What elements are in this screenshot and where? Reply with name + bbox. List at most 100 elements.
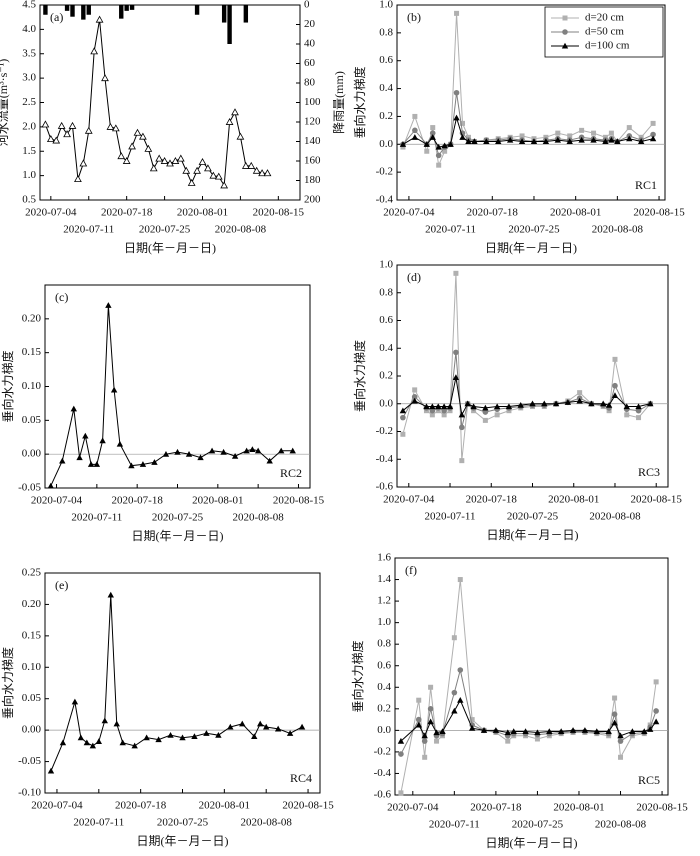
marker — [76, 454, 83, 461]
marker — [650, 131, 656, 138]
y-tick-label: 1.0 — [22, 169, 36, 181]
x-tick-label: 2020-08-08 — [241, 817, 293, 829]
marker — [113, 720, 120, 727]
marker — [101, 74, 109, 82]
x-tick-label: 2020-07-04 — [31, 800, 83, 812]
marker — [446, 403, 454, 410]
marker — [578, 136, 585, 143]
y-tick-label: 2.0 — [22, 120, 36, 132]
y-tick-label: -0.05 — [18, 482, 41, 494]
marker — [626, 125, 632, 131]
marker — [429, 412, 435, 418]
y-tick-label: 0.0 — [379, 138, 393, 150]
y-tick-label: 0.8 — [379, 286, 393, 298]
y-tick-label: -0.2 — [376, 425, 393, 437]
marker — [453, 114, 460, 121]
x-tick-label: 2020-08-01 — [199, 800, 250, 812]
marker — [611, 711, 618, 718]
x-tick-label: 2020-07-25 — [508, 224, 560, 236]
y-tick-label: 3.5 — [22, 47, 36, 59]
y2-tick-label: 120 — [304, 116, 321, 128]
marker — [605, 728, 612, 735]
marker — [436, 162, 442, 168]
marker — [143, 734, 150, 741]
marker — [637, 138, 645, 145]
marker — [77, 734, 85, 741]
marker — [506, 136, 514, 143]
marker — [482, 404, 489, 411]
marker — [649, 135, 657, 142]
marker — [541, 400, 548, 407]
marker — [263, 169, 272, 177]
marker — [225, 117, 234, 125]
marker — [567, 133, 573, 139]
series-line — [402, 352, 651, 428]
marker — [611, 719, 618, 726]
plot-frame — [394, 557, 669, 796]
rain-bar — [221, 5, 227, 23]
y2-tick-label: 0 — [304, 0, 310, 11]
plot-frame — [396, 264, 669, 488]
marker — [47, 767, 55, 774]
y-axis-label: 垂向水力梯度 — [350, 640, 365, 712]
x-tick-label: 2020-07-18 — [466, 494, 518, 506]
marker — [162, 450, 170, 457]
marker — [612, 356, 618, 362]
y-tick-label: 1.5 — [22, 145, 36, 157]
y-tick-label: 1.6 — [377, 552, 391, 564]
annotation: RC1 — [635, 178, 657, 192]
x-tick-label: 2020-08-15 — [253, 207, 305, 219]
marker — [193, 166, 201, 174]
marker — [453, 349, 459, 356]
y-tick-label: 0.10 — [22, 661, 42, 673]
marker — [452, 374, 460, 380]
panel-label: (d) — [407, 270, 421, 284]
marker — [635, 407, 642, 414]
marker — [182, 166, 191, 174]
marker — [174, 448, 181, 455]
marker — [421, 738, 428, 744]
marker — [119, 739, 126, 746]
marker — [534, 729, 541, 736]
marker — [107, 591, 114, 598]
marker — [71, 698, 79, 705]
marker — [562, 29, 568, 35]
marker — [647, 400, 654, 407]
marker — [106, 122, 115, 130]
x-tick-label: 2020-07-11 — [429, 819, 480, 831]
marker — [83, 739, 91, 746]
marker — [171, 156, 180, 164]
legend-label: d=100 cm — [585, 40, 630, 52]
marker — [593, 728, 600, 735]
x-tick-label: 2020-07-04 — [383, 494, 435, 506]
marker — [495, 138, 502, 145]
marker — [90, 47, 99, 55]
marker — [52, 136, 61, 144]
y-tick-label: 1.0 — [379, 0, 393, 11]
marker — [504, 729, 511, 736]
marker — [298, 723, 306, 730]
marker — [41, 120, 50, 128]
y-tick-label: 0.10 — [22, 380, 42, 392]
rain-bar — [119, 5, 124, 19]
x-tick-label: 2020-08-08 — [215, 224, 267, 236]
marker — [599, 400, 607, 407]
annotation: RC4 — [290, 771, 312, 785]
marker — [453, 89, 460, 96]
legend-label: d=50 cm — [585, 26, 624, 38]
marker — [590, 136, 597, 143]
y-tick-label: 4.0 — [22, 23, 36, 35]
x-axis-label: 日期(年－月－日) — [485, 241, 577, 255]
y2-tick-label: 20 — [304, 18, 316, 30]
marker — [469, 717, 475, 723]
marker — [636, 415, 642, 421]
rain-bar — [243, 5, 249, 23]
marker — [133, 128, 142, 136]
x-tick-label: 2020-07-25 — [139, 224, 191, 236]
marker — [517, 401, 524, 408]
y-tick-label: 0.4 — [377, 681, 391, 693]
x-tick-label: 2020-08-15 — [282, 800, 334, 812]
y2-tick-label: 80 — [304, 77, 316, 89]
x-tick-label: 2020-08-15 — [636, 802, 688, 814]
